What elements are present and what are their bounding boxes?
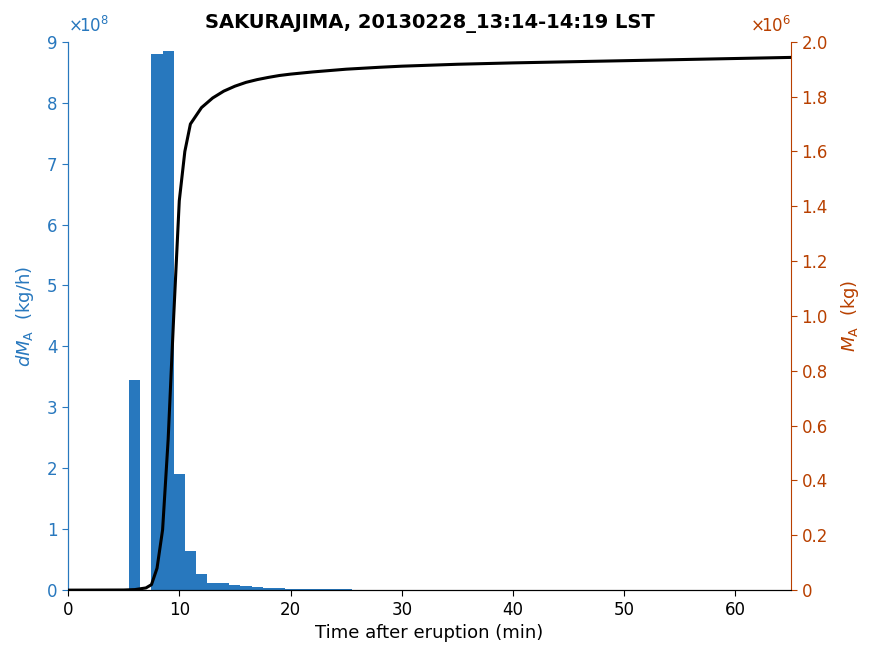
Bar — [252, 587, 262, 590]
X-axis label: Time after eruption (min): Time after eruption (min) — [316, 624, 543, 642]
Bar — [207, 583, 218, 590]
Text: $\times\!10^{6}$: $\times\!10^{6}$ — [750, 16, 791, 36]
Bar — [229, 584, 241, 590]
Bar — [241, 586, 252, 590]
Bar — [285, 588, 296, 590]
Bar — [130, 380, 140, 590]
Bar — [307, 589, 318, 590]
Bar — [318, 589, 330, 590]
Y-axis label: $dM_{\rm A}$  (kg/h): $dM_{\rm A}$ (kg/h) — [14, 265, 36, 367]
Bar — [330, 589, 340, 590]
Bar — [185, 550, 196, 590]
Title: SAKURAJIMA, 20130228_13:14-14:19 LST: SAKURAJIMA, 20130228_13:14-14:19 LST — [205, 14, 654, 33]
Bar — [274, 588, 285, 590]
Bar — [174, 474, 185, 590]
Bar — [163, 51, 174, 590]
Bar — [151, 54, 163, 590]
Bar — [262, 588, 274, 590]
Y-axis label: $M_{\rm A}$  (kg): $M_{\rm A}$ (kg) — [839, 279, 861, 352]
Bar — [196, 574, 207, 590]
Bar — [296, 589, 307, 590]
Bar — [218, 583, 229, 590]
Text: $\times\!10^{8}$: $\times\!10^{8}$ — [68, 16, 109, 36]
